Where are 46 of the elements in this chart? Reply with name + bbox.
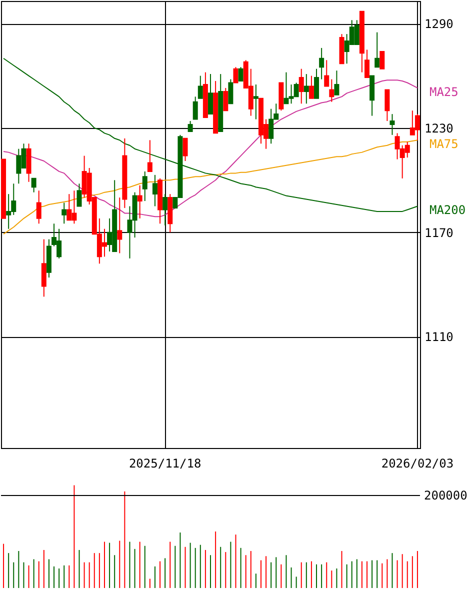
candlestick xyxy=(208,74,213,115)
candlestick xyxy=(374,32,380,68)
candlestick xyxy=(324,60,330,87)
candlestick xyxy=(162,194,168,226)
candlestick xyxy=(308,75,314,99)
candlestick xyxy=(319,47,324,80)
candlestick xyxy=(304,74,309,104)
candlestick xyxy=(390,114,395,136)
candlestick xyxy=(188,120,193,132)
candlestick xyxy=(41,238,46,298)
y-tick-label: 1290 xyxy=(424,17,454,32)
candlestick xyxy=(314,68,320,99)
series-label: MA200 xyxy=(429,203,466,218)
candlestick xyxy=(334,70,340,96)
candlestick xyxy=(137,184,142,219)
candlestick xyxy=(142,170,148,202)
candlestick xyxy=(380,50,385,70)
candlestick xyxy=(152,174,158,207)
candlestick xyxy=(36,190,42,224)
candlestick xyxy=(329,78,334,102)
candlestick xyxy=(31,178,36,193)
candlestick xyxy=(238,66,244,82)
candlestick xyxy=(198,75,203,99)
text: 200000 xyxy=(424,488,468,503)
candlestick xyxy=(298,68,304,104)
series-label: MA75 xyxy=(429,137,458,152)
candlestick xyxy=(147,140,152,172)
x-tick-label: 2025/11/18 xyxy=(128,456,202,470)
candlestick xyxy=(364,49,370,78)
candlestick xyxy=(192,96,198,120)
candlestick xyxy=(76,183,82,207)
line-series xyxy=(3,58,418,212)
x-tick-label: 2026/02/03 xyxy=(381,456,454,470)
candlestick xyxy=(182,138,188,162)
candlestick xyxy=(62,202,67,224)
candlestick xyxy=(384,89,390,122)
y-tick-label: 1230 xyxy=(424,121,454,136)
y-tick-label: 1170 xyxy=(424,226,454,240)
candlestick xyxy=(233,66,238,84)
candlestick xyxy=(117,197,122,254)
series-label: MA25 xyxy=(429,84,458,99)
line-series xyxy=(3,80,418,218)
y-tick-label: 1110 xyxy=(424,330,454,344)
candlestick xyxy=(223,87,228,112)
candlestick xyxy=(253,84,258,120)
candlestick xyxy=(228,78,234,104)
